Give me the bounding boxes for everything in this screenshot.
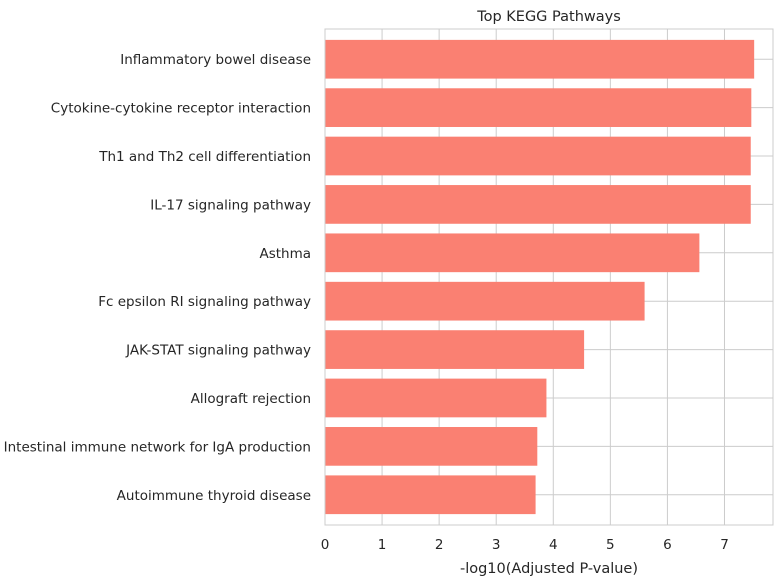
category-label: Cytokine-cytokine receptor interaction [51, 101, 311, 117]
category-label: IL-17 signaling pathway [150, 197, 311, 213]
bar [325, 136, 751, 176]
bar [325, 378, 547, 418]
category-label: JAK-STAT signaling pathway [125, 343, 311, 359]
bar [325, 233, 700, 273]
bar [325, 330, 585, 369]
plot-frame [324, 28, 774, 526]
category-label: Allograft rejection [191, 391, 311, 407]
chart-title: Top KEGG Pathways [476, 9, 621, 25]
category-label: Autoimmune thyroid disease [117, 488, 311, 504]
bar [325, 475, 536, 515]
x-tick-label: 2 [435, 537, 444, 553]
x-tick-labels: 0 1 2 3 4 5 6 7 [321, 537, 729, 553]
bar [325, 88, 752, 127]
category-label: Fc epsilon RI signaling pathway [98, 294, 311, 310]
x-tick-label: 7 [720, 537, 729, 553]
x-tick-label: 1 [378, 537, 387, 553]
category-label: Inflammatory bowel disease [120, 52, 311, 68]
bars [325, 39, 755, 515]
bar [325, 281, 645, 321]
bar [325, 39, 755, 79]
x-tick-label: 0 [321, 537, 330, 553]
bar [325, 427, 538, 466]
category-label: Intestinal immune network for IgA produc… [4, 439, 311, 455]
bar [325, 185, 751, 224]
category-labels: Inflammatory bowel disease Cytokine-cytok… [4, 52, 311, 504]
x-tick-label: 6 [663, 537, 672, 553]
category-label: Th1 and Th2 cell differentiation [98, 149, 311, 165]
category-label: Asthma [259, 246, 311, 262]
x-tick-label: 3 [492, 537, 501, 553]
x-axis-label: -log10(Adjusted P-value) [460, 561, 638, 577]
x-tick-label: 5 [606, 537, 615, 553]
x-tick-label: 4 [549, 537, 558, 553]
